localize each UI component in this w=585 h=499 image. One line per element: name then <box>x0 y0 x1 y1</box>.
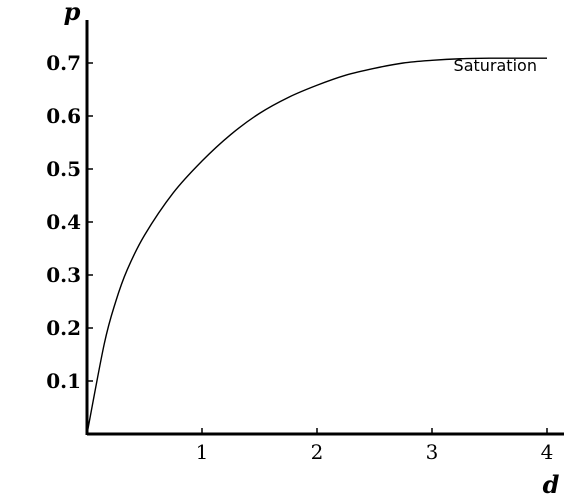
y-tick-label: 0.6 <box>46 104 81 128</box>
series-layer <box>86 57 547 435</box>
x-tick-label: 3 <box>426 440 439 464</box>
y-tick-label: 0.2 <box>46 316 81 340</box>
x-tick-label: 2 <box>311 440 324 464</box>
axis-labels: p d <box>64 0 560 499</box>
series-line <box>86 57 547 435</box>
annotation-layer: Saturation <box>454 56 537 75</box>
y-axis-label: p <box>64 0 81 26</box>
axes <box>85 20 564 436</box>
y-tick-label: 0.7 <box>46 51 81 75</box>
y-tick-label: 0.4 <box>46 210 81 234</box>
y-axis-ticks: 0.1 0.2 0.3 0.4 0.5 0.6 0.7 <box>46 51 93 393</box>
x-axis-ticks: 1 2 3 4 <box>196 428 554 464</box>
y-tick-label: 0.1 <box>46 369 81 393</box>
x-tick-label: 4 <box>541 440 554 464</box>
x-tick-label: 1 <box>196 440 209 464</box>
y-tick-label: 0.5 <box>46 157 81 181</box>
saturation-annotation: Saturation <box>454 56 537 75</box>
x-axis-label: d <box>543 470 560 499</box>
y-tick-label: 0.3 <box>46 263 81 287</box>
